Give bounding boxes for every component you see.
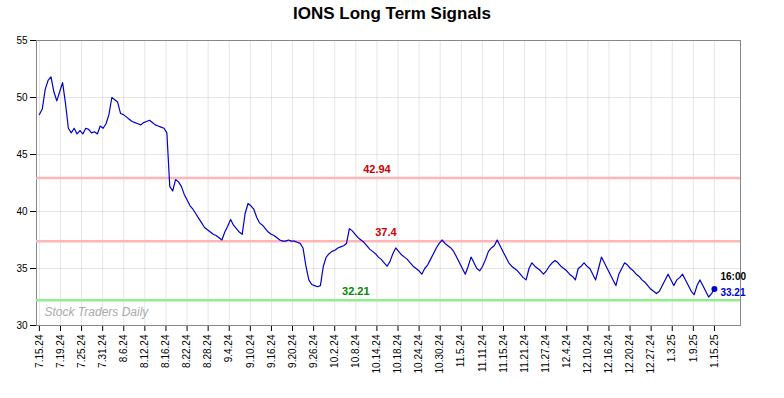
- svg-text:12.4.24: 12.4.24: [561, 334, 572, 368]
- svg-text:10.30.24: 10.30.24: [434, 334, 445, 373]
- svg-text:11.11.24: 11.11.24: [477, 334, 488, 372]
- svg-text:7.31.24: 7.31.24: [97, 334, 108, 368]
- svg-text:33.21: 33.21: [720, 287, 745, 298]
- svg-text:8.6.24: 8.6.24: [118, 334, 129, 362]
- svg-text:Stock Traders Daily: Stock Traders Daily: [45, 305, 150, 319]
- svg-text:12.16.24: 12.16.24: [603, 334, 614, 373]
- svg-text:9.4.24: 9.4.24: [223, 334, 234, 362]
- svg-text:12.20.24: 12.20.24: [624, 334, 635, 373]
- svg-text:12.10.24: 12.10.24: [582, 334, 593, 373]
- svg-text:11.27.24: 11.27.24: [540, 334, 551, 373]
- svg-text:10.8.24: 10.8.24: [350, 334, 361, 368]
- html-text:IONS Long Term Signals: IONS Long Term Signals: [293, 4, 491, 23]
- svg-text:45: 45: [16, 149, 28, 160]
- svg-text:7.15.24: 7.15.24: [34, 334, 45, 368]
- svg-text:9.16.24: 9.16.24: [266, 334, 277, 368]
- svg-text:12.27.24: 12.27.24: [645, 334, 656, 373]
- svg-text:16:00: 16:00: [720, 271, 746, 282]
- svg-text:1.3.25: 1.3.25: [666, 334, 677, 362]
- svg-text:10.18.24: 10.18.24: [392, 334, 403, 373]
- svg-text:9.10.24: 9.10.24: [245, 334, 256, 368]
- svg-text:50: 50: [16, 92, 28, 103]
- svg-text:1.9.25: 1.9.25: [688, 334, 699, 362]
- svg-text:7.19.24: 7.19.24: [55, 334, 66, 368]
- svg-text:8.22.24: 8.22.24: [181, 334, 192, 368]
- svg-text:10.14.24: 10.14.24: [371, 334, 382, 373]
- svg-text:37.4: 37.4: [375, 226, 397, 238]
- svg-text:8.16.24: 8.16.24: [160, 334, 171, 368]
- svg-text:11.15.24: 11.15.24: [498, 334, 509, 373]
- svg-text:10.24.24: 10.24.24: [413, 334, 424, 373]
- svg-text:32.21: 32.21: [342, 285, 370, 297]
- svg-text:42.94: 42.94: [363, 163, 391, 175]
- svg-text:11.21.24: 11.21.24: [519, 334, 530, 373]
- svg-text:9.20.24: 9.20.24: [287, 334, 298, 368]
- svg-text:9.26.24: 9.26.24: [308, 334, 319, 368]
- svg-text:55: 55: [16, 35, 28, 46]
- svg-text:7.25.24: 7.25.24: [76, 334, 87, 368]
- svg-text:8.12.24: 8.12.24: [139, 334, 150, 368]
- svg-text:8.28.24: 8.28.24: [202, 334, 213, 368]
- svg-text:40: 40: [16, 206, 28, 217]
- svg-text:30: 30: [16, 320, 28, 331]
- svg-text:35: 35: [16, 263, 28, 274]
- svg-text:1.15.25: 1.15.25: [709, 334, 720, 368]
- svg-text:10.2.24: 10.2.24: [329, 334, 340, 368]
- svg-text:11.5.24: 11.5.24: [455, 334, 466, 367]
